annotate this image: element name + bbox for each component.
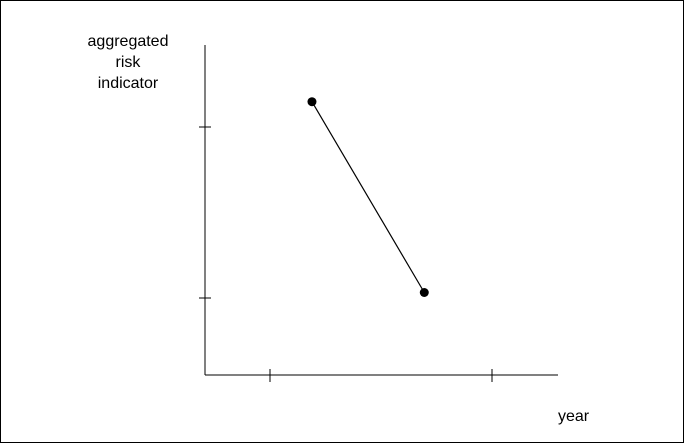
x-axis-title: year [558, 408, 590, 425]
y-axis-title-line-3: indicator [98, 75, 159, 92]
y-axis-title-line-2: risk [116, 54, 142, 71]
data-point-1 [307, 97, 317, 107]
data-point-2 [419, 288, 429, 297]
plot-area [307, 97, 429, 297]
series-line [311, 101, 425, 293]
y-axis-title-line-1: aggregated [88, 33, 169, 50]
